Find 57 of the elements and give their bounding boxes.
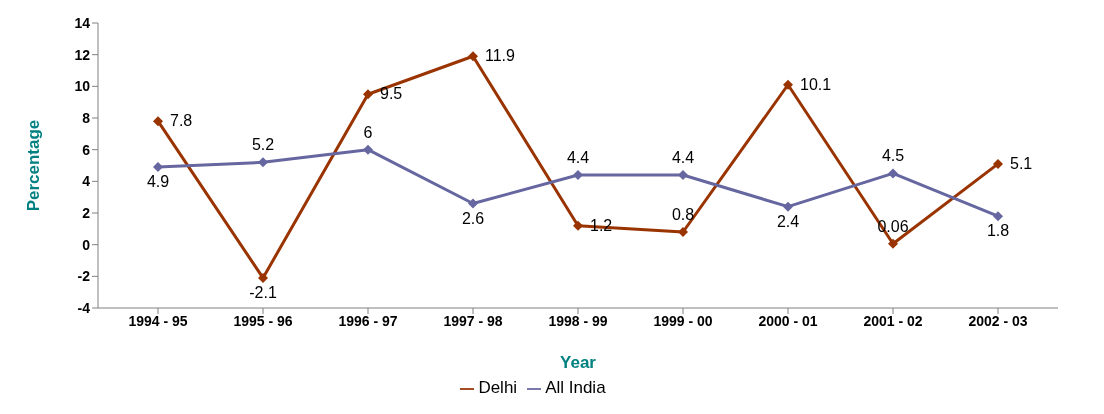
y-tick-label: 10	[74, 78, 91, 95]
data-label: 10.1	[800, 75, 832, 93]
point	[783, 201, 793, 212]
point	[678, 227, 688, 237]
legend-label: All India	[545, 378, 606, 397]
point	[573, 220, 583, 231]
data-label: 5.2	[251, 136, 275, 154]
x-tick-label: 1995 - 96	[233, 312, 293, 329]
x-tick-label: 1998 - 99	[548, 312, 608, 329]
y-tick-label: -4	[77, 299, 91, 316]
legend-label: Delhi	[478, 378, 518, 397]
x-tick-label: 2000 - 01	[758, 312, 818, 329]
data-label: 4.4	[671, 149, 695, 166]
data-label: 6	[363, 123, 373, 141]
point	[468, 51, 478, 62]
y-tick-label: -2	[77, 268, 91, 285]
point	[258, 157, 268, 168]
x-tick-label: 1997 - 98	[443, 312, 503, 329]
point	[993, 211, 1003, 222]
data-label: 0.8	[671, 206, 695, 223]
point	[573, 170, 583, 180]
x-tick-label: 2001 - 02	[863, 312, 923, 329]
data-label: 1.8	[986, 222, 1010, 240]
data-label: 4.5	[881, 147, 905, 165]
x-tick-label: 1994 - 95	[128, 312, 188, 329]
y-tick-label: 8	[82, 109, 91, 126]
x-axis-title: Year	[560, 353, 597, 372]
data-label: 2.6	[461, 209, 485, 227]
y-tick-label: 0	[82, 236, 91, 253]
data-label: -2.1	[249, 283, 277, 301]
point	[888, 168, 898, 179]
y-tick-label: 12	[74, 46, 91, 63]
point	[783, 79, 793, 90]
point	[888, 238, 898, 249]
point	[363, 144, 373, 155]
point	[678, 170, 688, 180]
data-label: 9.5	[380, 85, 403, 103]
point	[153, 116, 163, 127]
data-label: 7.8	[170, 112, 193, 130]
y-tick-label: 14	[74, 14, 91, 31]
point	[993, 158, 1003, 169]
x-tick-label: 1996 - 97	[338, 312, 398, 329]
data-label: 4.4	[566, 149, 590, 166]
point	[258, 272, 268, 283]
y-tick-label: 2	[82, 204, 91, 221]
y-axis-title: Percentage	[24, 119, 44, 212]
data-label: 2.4	[776, 212, 800, 230]
x-tick-label: 2002 - 03	[968, 312, 1028, 329]
data-label: 4.9	[146, 173, 170, 191]
point	[468, 198, 478, 209]
x-tick-label: 1999 - 00	[653, 312, 713, 329]
y-tick-label: 4	[82, 173, 91, 190]
point	[363, 89, 373, 100]
point	[153, 162, 163, 173]
data-label: 11.9	[485, 47, 516, 65]
y-tick-label: 6	[82, 141, 91, 158]
data-label: 5.1	[1010, 154, 1033, 172]
